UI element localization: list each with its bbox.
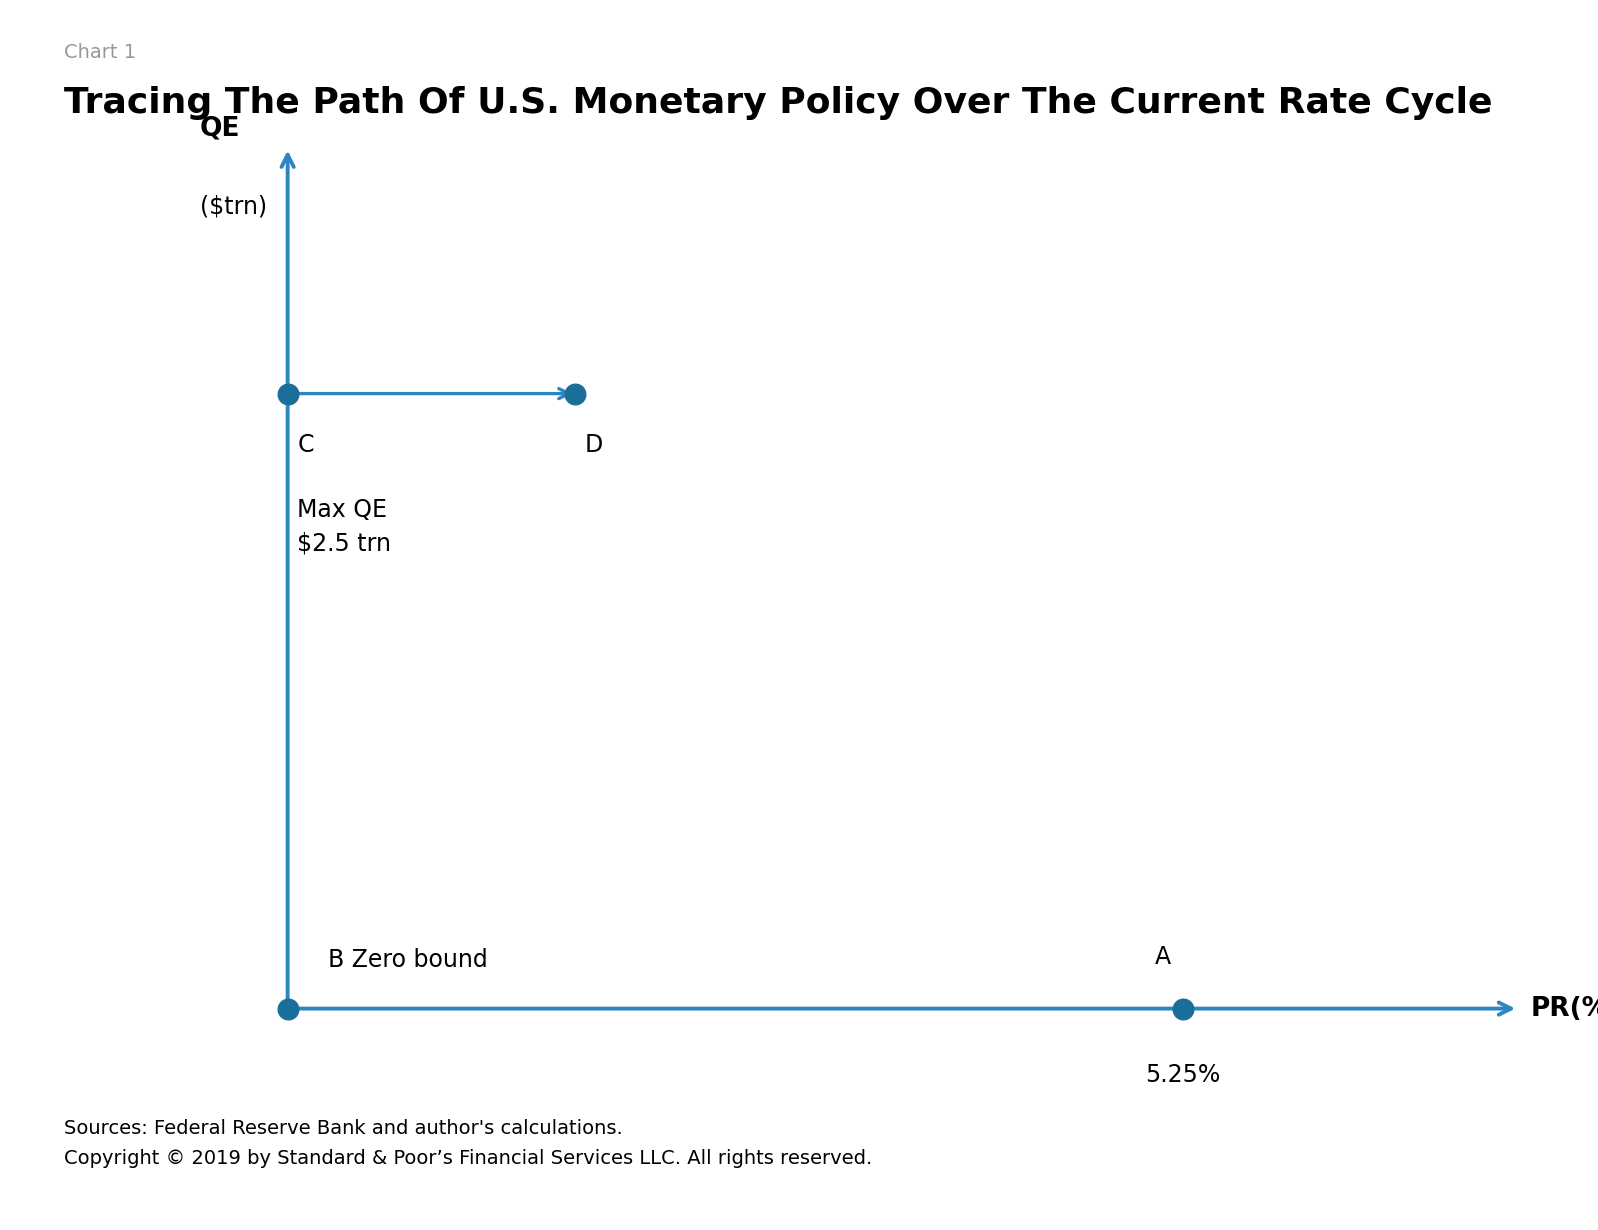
Text: ($trn): ($trn) bbox=[200, 194, 267, 219]
Text: 5.25%: 5.25% bbox=[1144, 1063, 1221, 1087]
Text: A: A bbox=[1155, 945, 1171, 969]
Text: Sources: Federal Reserve Bank and author's calculations.
Copyright © 2019 by Sta: Sources: Federal Reserve Bank and author… bbox=[64, 1119, 873, 1167]
Text: Chart 1: Chart 1 bbox=[64, 43, 136, 62]
Point bbox=[1170, 999, 1195, 1018]
Text: D: D bbox=[585, 433, 602, 458]
Point bbox=[275, 999, 300, 1018]
Point bbox=[562, 384, 588, 403]
Text: Max QE
$2.5 trn: Max QE $2.5 trn bbox=[297, 498, 392, 556]
Text: QE: QE bbox=[200, 116, 240, 141]
Point bbox=[275, 384, 300, 403]
Text: B Zero bound: B Zero bound bbox=[328, 947, 487, 972]
Text: C: C bbox=[297, 433, 313, 458]
Text: PR(%): PR(%) bbox=[1531, 995, 1598, 1022]
Text: Tracing The Path Of U.S. Monetary Policy Over The Current Rate Cycle: Tracing The Path Of U.S. Monetary Policy… bbox=[64, 86, 1493, 121]
